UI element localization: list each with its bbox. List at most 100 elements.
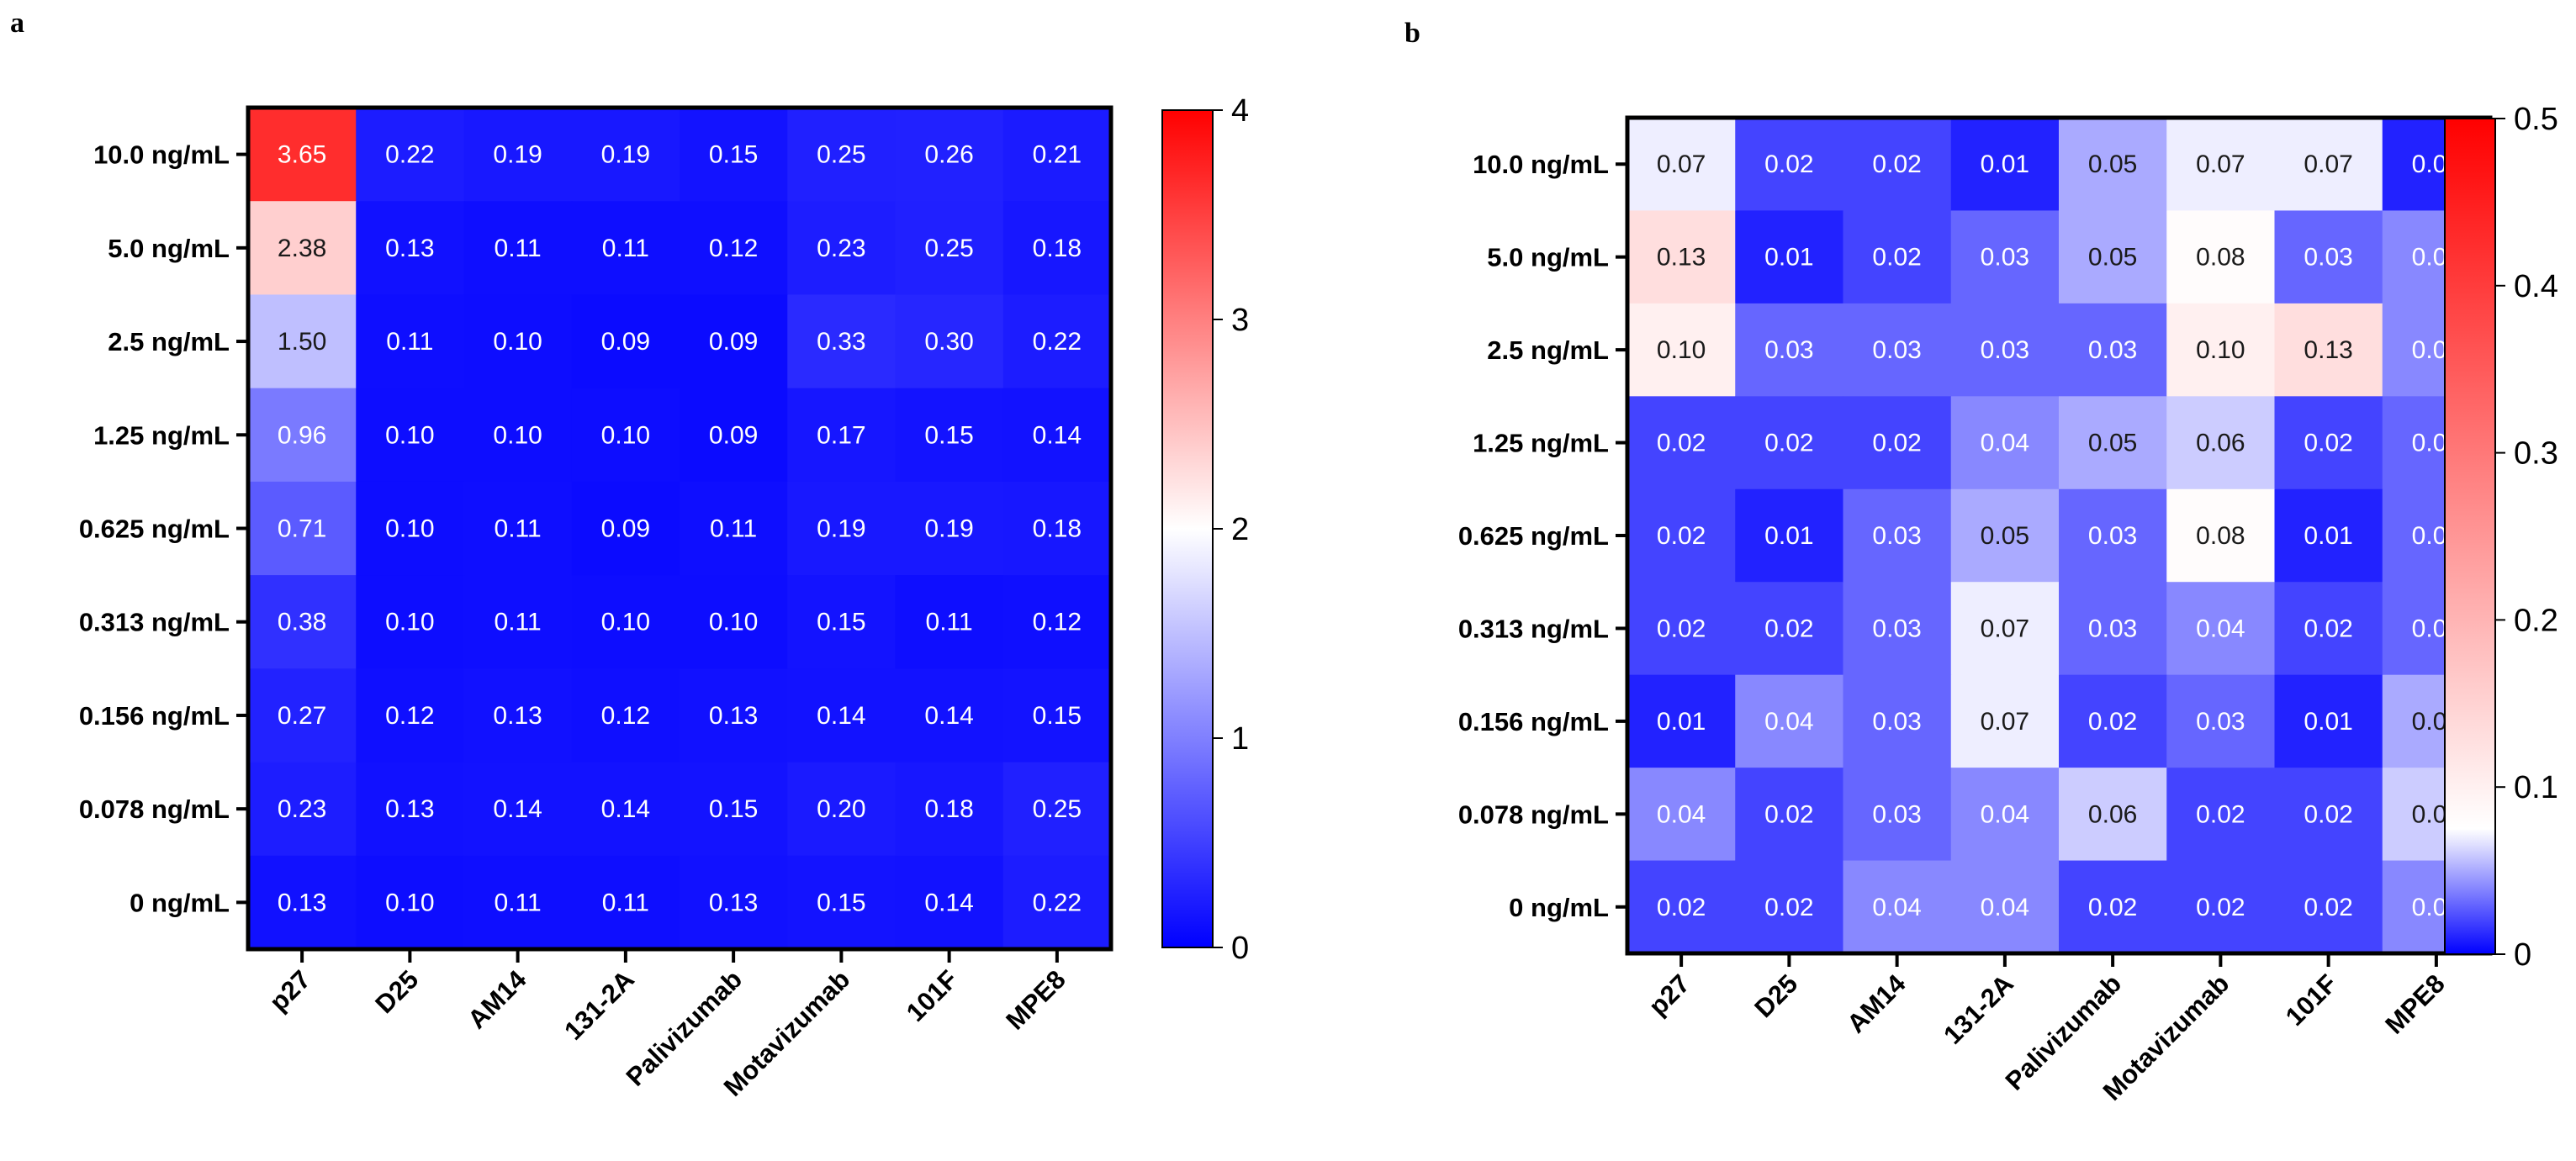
heatmap-cell-0-ng-ml-131-2a (571, 855, 680, 950)
data-label: 0.18 (924, 795, 973, 823)
data-label: 0.20 (817, 795, 865, 823)
heatmap-cell-0-156-ng-ml-p27 (248, 668, 357, 763)
data-label: 0.08 (2196, 522, 2245, 550)
heatmap-cell-0-625-ng-ml-d25 (1735, 488, 1844, 583)
data-label: 0.02 (2304, 800, 2352, 828)
data-label: 0.12 (601, 702, 650, 730)
heatmap-cell-0-ng-ml-am14 (463, 855, 573, 950)
heatmap-cell-2-5-ng-ml-131-2a (571, 294, 680, 389)
data-label: 0.12 (385, 702, 434, 730)
heatmap-cells: 3.65 0.22 0.19 0.19 0.15 0.25 0.26 0.21 2.38 0.13… (248, 108, 1112, 950)
heatmap-cell-5-0-ng-ml-101f (2274, 210, 2383, 304)
heatmap-cell-0-156-ng-ml-motavizumab (2166, 674, 2276, 768)
data-label: 0.13 (2304, 336, 2352, 364)
data-label: 0.22 (385, 141, 434, 169)
colorbar-gradient (1161, 109, 1214, 948)
data-label: 0.01 (1981, 150, 2029, 178)
heatmap-cell-5-0-ng-ml-131-2a (1950, 210, 2060, 304)
heatmap-cell-2-5-ng-ml-palivizumab (680, 294, 788, 389)
data-label: 0.04 (1872, 894, 1921, 921)
data-label: 0.12 (1033, 609, 1082, 636)
heatmap-cell-0-156-ng-ml-d25 (356, 668, 465, 763)
x-tick-label: p27 (1643, 968, 1696, 1021)
data-label: 0.15 (817, 889, 865, 916)
heatmap-cell-10-0-ng-ml-d25 (1735, 118, 1844, 212)
heatmap-cell-10-0-ng-ml-101f (895, 108, 1004, 202)
x-tick-label: AM14 (1841, 968, 1912, 1039)
heatmap-cell-0-078-ng-ml-palivizumab (2059, 768, 2167, 862)
y-tick-label: 0.313 ng/mL (79, 608, 230, 637)
y-tick-label: 10.0 ng/mL (1473, 150, 1609, 179)
colorbar: 0 1 2 3 4 (1161, 93, 1249, 966)
heatmap-cell-10-0-ng-ml-am14 (1843, 118, 1952, 212)
heatmap-cell-0-078-ng-ml-101f (895, 762, 1004, 857)
heatmap-cell-10-0-ng-ml-palivizumab (680, 108, 788, 202)
data-label: 0.17 (817, 421, 865, 449)
data-label: 0.02 (1764, 894, 1813, 921)
heatmap-cell-0-313-ng-ml-131-2a (571, 575, 680, 669)
data-label: 0.04 (2196, 615, 2245, 642)
heatmap-cell-2-5-ng-ml-131-2a (1950, 303, 2060, 397)
heatmap-cell-0-313-ng-ml-motavizumab (787, 575, 897, 669)
data-label: 0.27 (278, 702, 326, 730)
data-label: 0.11 (602, 235, 649, 262)
heatmap-cell-0-ng-ml-d25 (356, 855, 465, 950)
heatmap-cell-0-156-ng-ml-131-2a (1950, 674, 2060, 768)
heatmap-cell-0-ng-ml-p27 (1627, 860, 1736, 954)
data-label: 0.11 (495, 235, 542, 262)
heatmap-cell-10-0-ng-ml-131-2a (571, 108, 680, 202)
data-label: 0.15 (709, 795, 758, 823)
heatmap-cell-2-5-ng-ml-p27 (1627, 303, 1736, 397)
data-label: 0.06 (2196, 430, 2245, 457)
colorbar-tick-label: 0 (2514, 937, 2531, 973)
heatmap-cell-0-156-ng-ml-motavizumab (787, 668, 897, 763)
data-label: 0.04 (1764, 708, 1813, 736)
data-label: 0.13 (278, 889, 326, 916)
heatmap-cell-1-25-ng-ml-d25 (356, 388, 465, 483)
data-label: 0.02 (2196, 894, 2245, 921)
data-label: 0.10 (385, 421, 434, 449)
data-label: 0.10 (601, 421, 650, 449)
data-label: 0.03 (1981, 336, 2029, 364)
data-label: 0.05 (2088, 150, 2137, 178)
heatmap-cell-0-313-ng-ml-p27 (248, 575, 357, 669)
heatmap-cell-0-156-ng-ml-101f (895, 668, 1004, 763)
heatmap-cell-5-0-ng-ml-am14 (463, 201, 573, 296)
y-tick-label: 0.625 ng/mL (79, 515, 230, 544)
data-label: 0.09 (709, 421, 758, 449)
data-label: 0.13 (385, 235, 434, 262)
heatmap-cell-0-078-ng-ml-palivizumab (680, 762, 788, 857)
data-label: 0.19 (817, 515, 865, 543)
data-label: 0.06 (2088, 800, 2137, 828)
data-label: 2.38 (278, 235, 326, 262)
heatmap-cell-5-0-ng-ml-p27 (1627, 210, 1736, 304)
colorbar-tick-label: 1 (1231, 721, 1249, 757)
data-label: 0.02 (1764, 430, 1813, 457)
data-label: 0.05 (1981, 522, 2029, 550)
data-label: 0.01 (1764, 522, 1813, 550)
heatmap-cell-0-313-ng-ml-101f (895, 575, 1004, 669)
data-label: 0.03 (2088, 522, 2137, 550)
x-tick-label: p27 (264, 964, 317, 1017)
data-label: 0.03 (1872, 708, 1921, 736)
heatmap-cell-0-ng-ml-am14 (1843, 860, 1952, 954)
data-label: 0.07 (2196, 150, 2245, 178)
data-label: 0.10 (493, 328, 542, 356)
heatmap-cell-0-625-ng-ml-motavizumab (787, 481, 897, 576)
colorbar-tick-label: 3 (1231, 303, 1249, 338)
y-tick-label: 0 ng/mL (1509, 893, 1609, 922)
heatmap-cell-1-25-ng-ml-palivizumab (680, 388, 788, 483)
heatmap-cell-0-078-ng-ml-p27 (1627, 768, 1736, 862)
data-label: 0.15 (924, 421, 973, 449)
heatmap-cell-1-25-ng-ml-palivizumab (2059, 396, 2167, 490)
heatmap-cell-10-0-ng-ml-p27 (248, 108, 357, 202)
y-tick-label: 0.625 ng/mL (1458, 521, 1609, 551)
data-label: 0.02 (1872, 244, 1921, 272)
heatmap-cell-5-0-ng-ml-101f (895, 201, 1004, 296)
data-label: 0.02 (2304, 430, 2352, 457)
heatmap-cell-0-156-ng-ml-am14 (463, 668, 573, 763)
heatmap-cell-0-078-ng-ml-mpe8 (1002, 762, 1112, 857)
heatmap-cell-1-25-ng-ml-am14 (1843, 396, 1952, 490)
plot-frame (246, 105, 1113, 952)
data-label: 0.30 (924, 328, 973, 356)
